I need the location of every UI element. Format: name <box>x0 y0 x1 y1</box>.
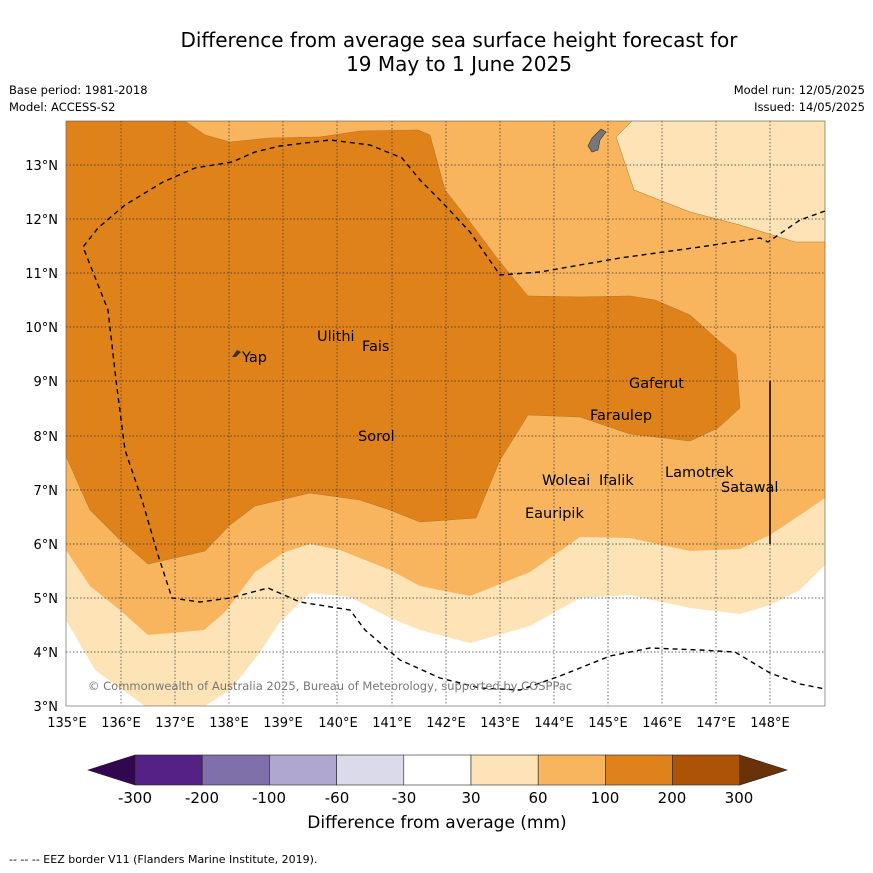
lon-label: 139°E <box>263 716 303 731</box>
lon-axis: 135°E 136°E 137°E 138°E 139°E 140°E 141°… <box>47 716 790 731</box>
lat-axis: 13°N 12°N 11°N 10°N 9°N 8°N 7°N 6°N 5°N … <box>25 159 58 715</box>
place-woleai: Woleai <box>542 473 590 489</box>
model-name: Model: ACCESS-S2 <box>9 100 116 114</box>
colorbar-ticks: -300 -200 -100 -60 -30 30 60 100 200 300 <box>118 789 753 807</box>
lon-label: 137°E <box>155 716 195 731</box>
colorbar-tick: 60 <box>528 789 547 807</box>
colorbar-tick: -200 <box>185 789 219 807</box>
lat-label: 8°N <box>34 430 59 445</box>
lat-label: 13°N <box>25 159 58 174</box>
lon-label: 140°E <box>318 716 358 731</box>
place-ulithi: Ulithi <box>317 329 355 345</box>
lat-label: 3°N <box>34 700 59 715</box>
colorbar-swatch <box>269 754 337 786</box>
colorbar-tick: -100 <box>252 789 286 807</box>
colorbar-tick: -30 <box>392 789 417 807</box>
colorbar-extend-low <box>87 754 136 786</box>
lon-label: 143°E <box>480 716 520 731</box>
colorbar-extend-high <box>739 754 788 786</box>
lon-label: 141°E <box>372 716 412 731</box>
colorbar-swatch <box>672 754 741 786</box>
lat-label: 6°N <box>34 538 59 553</box>
copyright-text: © Commonwealth of Australia 2025, Bureau… <box>88 679 572 693</box>
lon-label: 146°E <box>642 716 682 731</box>
lon-label: 142°E <box>426 716 466 731</box>
map-area: Yap Ulithi Fais Gaferut Faraulep Sorol L… <box>66 121 825 706</box>
lon-label: 138°E <box>209 716 249 731</box>
band-100-200 <box>66 121 740 564</box>
place-eauripik: Eauripik <box>525 506 584 522</box>
colorbar-tick: -60 <box>325 789 350 807</box>
lat-label: 4°N <box>34 646 59 661</box>
lat-label: 12°N <box>25 213 58 228</box>
colorbar-swatch <box>605 754 673 786</box>
model-run: Model run: 12/05/2025 <box>733 83 865 97</box>
lat-label: 10°N <box>25 321 58 336</box>
colorbar-tick: 30 <box>461 789 480 807</box>
lat-label: 9°N <box>34 375 59 390</box>
issued-date: Issued: 14/05/2025 <box>754 100 865 114</box>
lon-label: 147°E <box>696 716 736 731</box>
colorbar-tick: 100 <box>591 789 620 807</box>
lat-label: 5°N <box>34 592 59 607</box>
colorbar-swatch <box>201 754 270 786</box>
colorbar-swatch <box>134 754 203 786</box>
place-labels: Yap Ulithi Fais Gaferut Faraulep Sorol L… <box>241 329 778 522</box>
place-fais: Fais <box>362 339 389 355</box>
lon-label: 135°E <box>47 716 87 731</box>
guam-island <box>587 128 607 153</box>
colorbar-swatch <box>470 754 539 786</box>
meta-right: Model run: 12/05/2025 Issued: 14/05/2025 <box>734 82 865 116</box>
map-frame <box>65 120 826 707</box>
lon-label: 144°E <box>534 716 574 731</box>
title-line-2: 19 May to 1 June 2025 <box>346 52 572 76</box>
place-satawal: Satawal <box>721 480 778 496</box>
title-line-1: Difference from average sea surface heig… <box>180 28 738 52</box>
base-period: Base period: 1981-2018 <box>9 83 148 97</box>
colorbar-swatch <box>537 754 606 786</box>
lat-label: 11°N <box>25 267 58 282</box>
place-yap: Yap <box>241 350 267 366</box>
place-lamotrek: Lamotrek <box>665 465 734 481</box>
place-sorol: Sorol <box>358 429 395 445</box>
colorbar-tick: -300 <box>118 789 152 807</box>
colorbar-tick: 200 <box>658 789 687 807</box>
colorbar <box>87 754 788 786</box>
lon-label: 148°E <box>750 716 790 731</box>
lon-label: 145°E <box>588 716 628 731</box>
map-title: Difference from average sea surface heig… <box>0 28 873 76</box>
lon-label: 136°E <box>101 716 141 731</box>
colorbar-title: Difference from average (mm) <box>307 813 567 833</box>
eez-footnote: -- -- -- EEZ border V11 (Flanders Marine… <box>9 853 318 866</box>
place-gaferut: Gaferut <box>629 376 684 392</box>
yap-island <box>232 350 241 357</box>
graticule <box>66 121 825 706</box>
meta-left: Base period: 1981-2018 Model: ACCESS-S2 <box>9 82 148 116</box>
place-faraulep: Faraulep <box>590 408 652 424</box>
place-ifalik: Ifalik <box>599 473 634 489</box>
colorbar-swatch <box>403 754 472 786</box>
eez-border-fsm <box>82 139 825 691</box>
colorbar-tick: 300 <box>725 789 754 807</box>
lat-label: 7°N <box>34 484 59 499</box>
colorbar-swatch <box>336 754 405 786</box>
